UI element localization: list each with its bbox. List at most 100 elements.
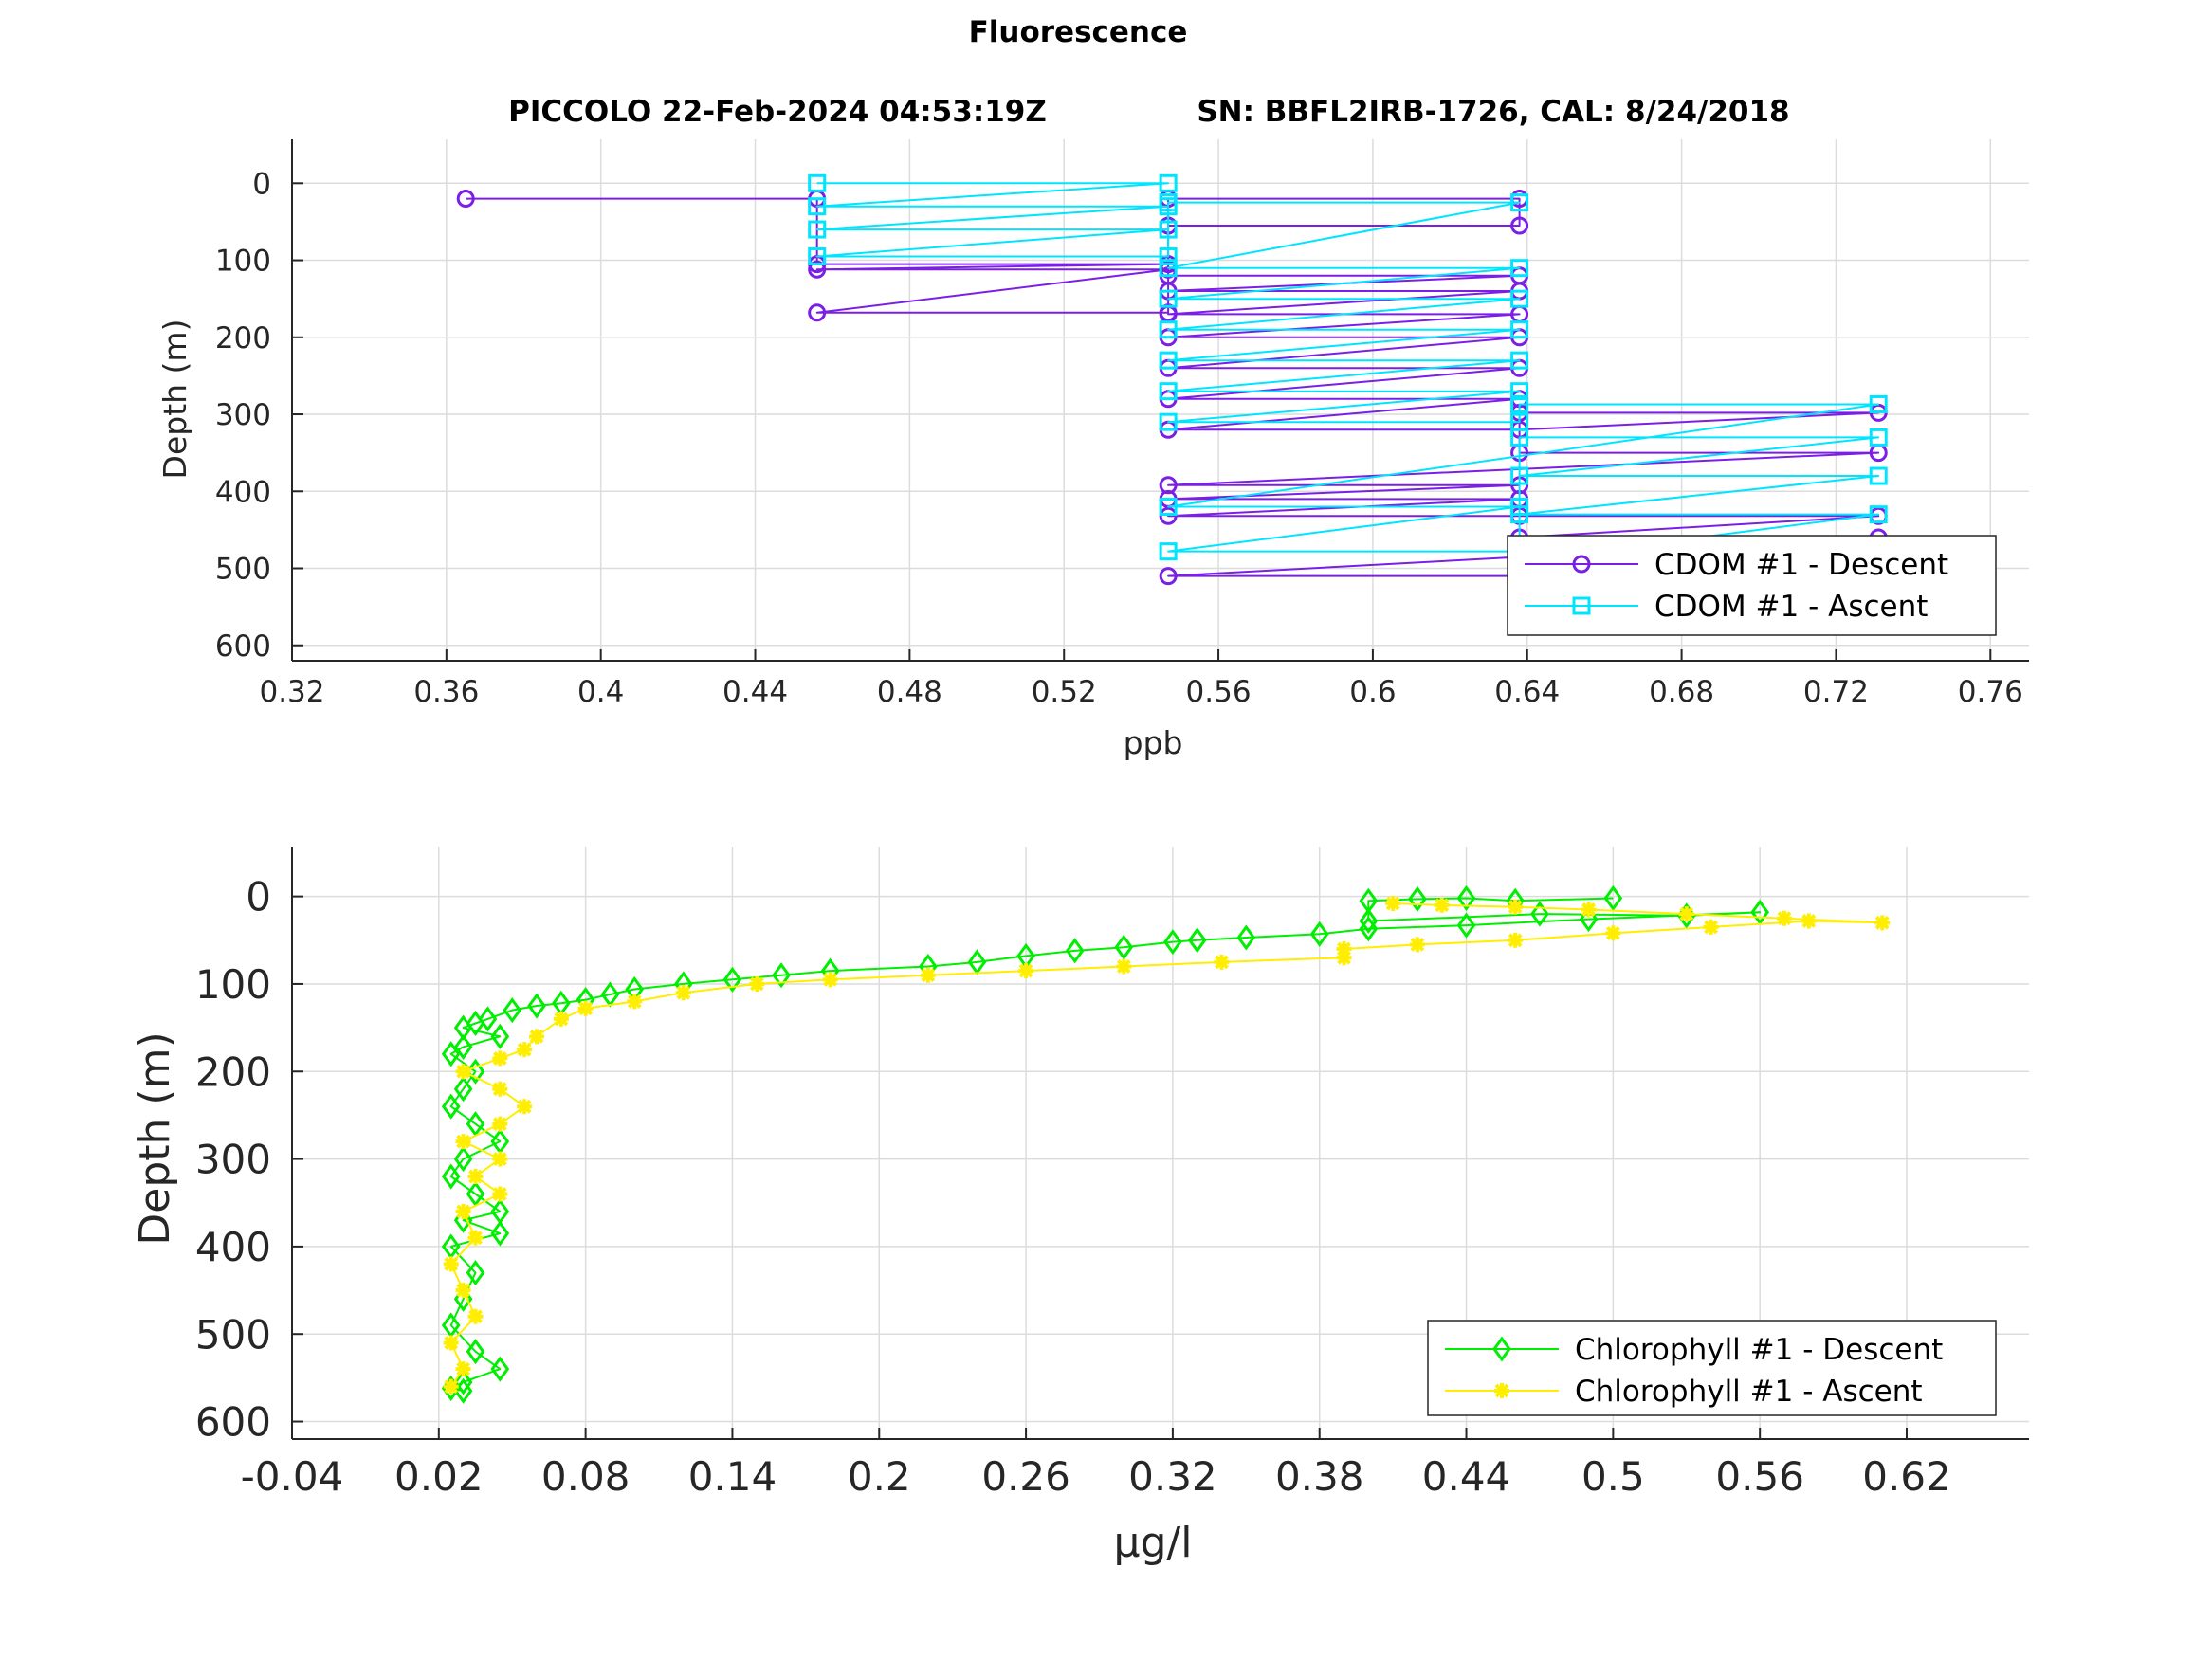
chlorophyll-series-0-point: [490, 1023, 510, 1049]
chlorophyll-series-0-point: [453, 1033, 473, 1060]
cdom-legend-marker-0: [1572, 555, 1591, 574]
cdom-axes: [291, 139, 2029, 662]
cdom-series-1-point: [808, 173, 827, 192]
chlorophyll-series-1-point: [1336, 941, 1352, 957]
chlorophyll-y-tick-label: 600: [195, 1399, 271, 1446]
chlorophyll-series-1-point: [492, 1050, 508, 1066]
chlorophyll-series-1-point: [1508, 932, 1524, 948]
cdom-series-1-point: [1159, 382, 1178, 401]
cdom-series-0-point: [456, 190, 475, 209]
cdom-series-1-point: [1159, 320, 1178, 339]
cdom-series-1-point: [1869, 394, 1888, 413]
cdom-x-tick-label: 0.52: [1032, 675, 1097, 709]
cdom-series-1-point: [1510, 466, 1529, 485]
chlorophyll-series-1-point: [1874, 915, 1891, 931]
cdom-series-0-point: [1159, 506, 1178, 525]
chlorophyll-series-1-point: [455, 1203, 471, 1219]
cdom-x-tick-label: 0.48: [877, 675, 942, 709]
chlorophyll-series-0-point: [1359, 907, 1379, 935]
cdom-series-1-point: [1510, 382, 1529, 401]
chlorophyll-series-1-point: [517, 1099, 533, 1115]
cdom-series-1-point: [1869, 505, 1888, 524]
chlorophyll-series-1-point: [1678, 906, 1694, 922]
cdom-x-tick-label: 0.44: [722, 675, 788, 709]
chlorophyll-series-0-point: [466, 1180, 485, 1208]
chlorophyll-x-tick-label: 0.02: [394, 1453, 484, 1500]
cdom-series-1-point: [1510, 394, 1529, 413]
chlorophyll-series-0-point: [722, 966, 742, 993]
chlorophyll-x-axis-label: µg/l: [1114, 1519, 1193, 1567]
cdom-series-1-point: [1869, 428, 1888, 447]
chlorophyll-legend-label-0: Chlorophyll #1 - Descent: [1575, 1333, 1943, 1367]
chlorophyll-x-tick-label: 0.2: [848, 1453, 911, 1500]
chlorophyll-series-1-point: [492, 1116, 508, 1132]
chlorophyll-series-0-point: [453, 1076, 473, 1103]
chlorophyll-series-1-point: [749, 975, 765, 992]
chlorophyll-x-tick-label: 0.38: [1275, 1453, 1364, 1500]
chlorophyll-series-1-point: [1434, 897, 1450, 913]
cdom-series-1-point: [1159, 173, 1178, 192]
chlorophyll-series-1-point: [443, 1256, 459, 1272]
chlorophyll-series-1-point: [675, 985, 691, 1001]
chlorophyll-y-tick-label: 500: [195, 1311, 271, 1358]
chlorophyll-x-tick-label: 0.08: [541, 1453, 631, 1500]
chlorophyll-legend-marker-0: [1492, 1336, 1511, 1362]
chlorophyll-series-1-point: [577, 1000, 594, 1016]
cdom-series-1-point: [1159, 289, 1178, 308]
cdom-series-1-line: [815, 182, 1880, 616]
chlorophyll-x-tick-label: 0.44: [1422, 1453, 1511, 1500]
figure-subtitle-right: SN: BBFL2IRB-1726, CAL: 8/24/2018: [1197, 95, 1789, 129]
cdom-series-1-point: [1159, 220, 1178, 239]
cdom-series-1-point: [1510, 193, 1529, 212]
cdom-series-1-point: [1159, 542, 1178, 561]
chlorophyll-series-1-point: [443, 1378, 459, 1395]
chlorophyll-series-0-point: [441, 1041, 461, 1067]
chlorophyll-panel: -0.04 0.02 0.08 0.14 0.2 0.26 0.32 0.38 0.44 0.5 0…: [131, 847, 2029, 1567]
chlorophyll-x-tick-label: 0.32: [1128, 1453, 1217, 1500]
chlorophyll-series-0-point: [453, 1369, 473, 1395]
chlorophyll-series-0-point: [453, 1146, 473, 1173]
chlorophyll-series-1-point: [455, 1283, 471, 1299]
cdom-series-1-point: [1510, 259, 1529, 278]
chlorophyll-series-0-point: [1309, 921, 1329, 947]
cdom-x-tick-label: 0.56: [1186, 675, 1252, 709]
chlorophyll-y-tick-label: 0: [246, 874, 271, 921]
cdom-series-1-point: [1869, 466, 1888, 485]
chlorophyll-series-0-point: [441, 1163, 461, 1190]
cdom-series-1-point: [1159, 193, 1178, 212]
chlorophyll-y-tick-label: 200: [195, 1048, 271, 1095]
chlorophyll-series-1-point: [1116, 958, 1132, 975]
chlorophyll-data-layer: [441, 884, 1891, 1404]
chlorophyll-x-tick-label: 0.14: [688, 1453, 777, 1500]
chlorophyll-series-1-point: [1776, 910, 1792, 926]
cdom-legend: CDOM #1 - Descent CDOM #1 - Ascent: [1507, 535, 1997, 636]
chlorophyll-series-1-point: [492, 1151, 508, 1167]
chlorophyll-series-1-point: [1703, 919, 1719, 935]
figure-subtitle-left: PICCOLO 22-Feb-2024 04:53:19Z: [508, 95, 1047, 129]
chlorophyll-y-axis-label: Depth (m): [131, 1031, 179, 1245]
chlorophyll-series-1-point: [553, 1011, 569, 1027]
chlorophyll-series-0-point: [466, 1260, 485, 1286]
cdom-series-0-point: [808, 303, 827, 322]
chlorophyll-series-1-point: [492, 1081, 508, 1097]
cdom-y-tick-label: 300: [215, 398, 271, 432]
chlorophyll-y-tick-label: 400: [195, 1224, 271, 1270]
chlorophyll-x-tick-label: 0.5: [1581, 1453, 1645, 1500]
cdom-y-tick-label: 200: [215, 321, 271, 356]
chlorophyll-series-0-point: [1359, 916, 1379, 942]
chlorophyll-series-0-point: [490, 1356, 510, 1382]
chlorophyll-legend-marker-1: [1494, 1383, 1509, 1398]
chlorophyll-legend-label-1: Chlorophyll #1 - Ascent: [1575, 1375, 1923, 1409]
cdom-x-tick-label: 0.4: [577, 675, 624, 709]
chlorophyll-series-0-point: [1456, 884, 1476, 912]
chlorophyll-series-0-point: [1163, 929, 1182, 956]
cdom-y-tick-label: 600: [215, 629, 271, 664]
chlorophyll-series-0-point: [1530, 901, 1549, 927]
cdom-ticks: 0.32 0.36 0.4 0.44 0.48 0.52 0.56 0.6 0.64 0.68 0.…: [215, 167, 2023, 709]
cdom-y-tick-label: 500: [215, 553, 271, 587]
cdom-series-1-point: [1510, 289, 1529, 308]
chlorophyll-series-0-point: [478, 1006, 498, 1032]
chlorophyll-series-1-point: [1508, 899, 1524, 915]
chlorophyll-series-0-point: [441, 1093, 461, 1120]
